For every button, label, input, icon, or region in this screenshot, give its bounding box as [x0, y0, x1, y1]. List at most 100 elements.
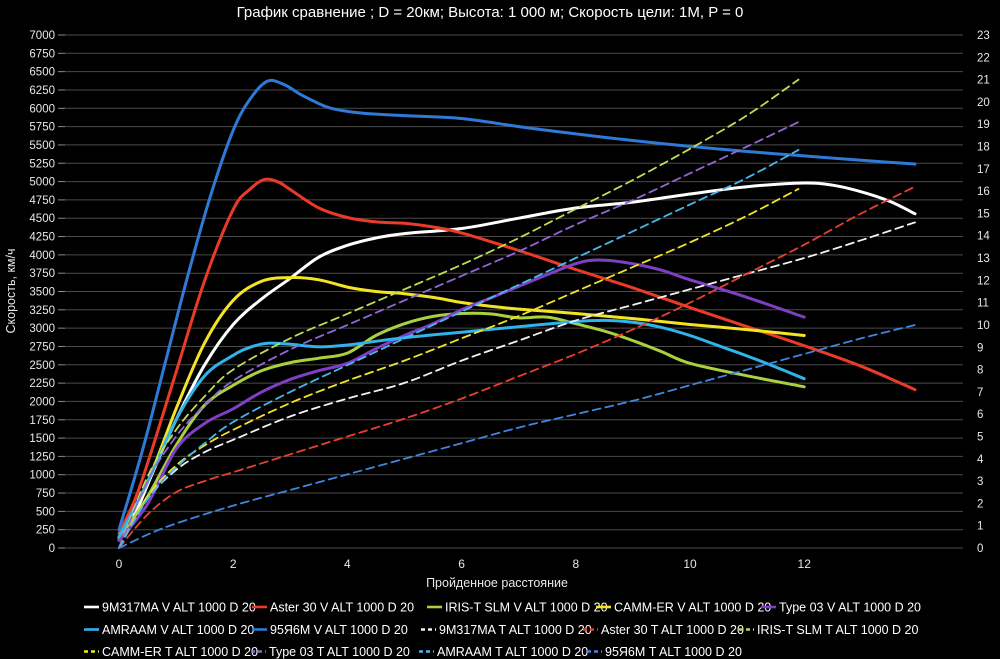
legend-item: 9M317MA V ALT 1000 D 20: [84, 601, 256, 615]
left-axis-tick-label: 2750: [29, 341, 55, 353]
series-camm-er-v-alt-1000-d-20: [117, 276, 806, 539]
series-camm-er-t-alt-1000-d-20: [118, 188, 800, 549]
x-axis-tick-label: 4: [344, 557, 351, 571]
right-axis-tick-label: 21: [977, 75, 990, 87]
right-axis-tick-label: 2: [977, 498, 983, 510]
left-axis-tick-label: 5250: [29, 158, 55, 170]
x-axis-tick-label: 12: [798, 557, 812, 571]
legend-label: Type 03 V ALT 1000 D 20: [779, 601, 921, 615]
series-amraam-t-alt-1000-d-20: [118, 149, 800, 549]
y-axis-title: Скорость, км/ч: [4, 249, 18, 334]
series-95я6м-v-alt-1000-d-20: [117, 78, 917, 532]
legend-item: AMRAAM T ALT 1000 D 20: [419, 645, 588, 659]
right-axis-tick-label: 18: [977, 142, 990, 154]
x-axis-tick-label: 10: [683, 557, 697, 571]
series-type-03-v-alt-1000-d-20: [117, 258, 806, 543]
left-axis-tick-label: 1000: [29, 470, 55, 482]
legend-label: IRIS-T SLM T ALT 1000 D 20: [757, 623, 918, 637]
legend-item: IRIS-T SLM T ALT 1000 D 20: [739, 623, 918, 637]
right-axis-tick-label: 15: [977, 208, 990, 220]
legend-label: Aster 30 V ALT 1000 D 20: [270, 601, 414, 615]
right-axis-tick-label: 5: [977, 431, 983, 443]
left-axis-tick-label: 2250: [29, 378, 55, 390]
right-axis-tick-label: 12: [977, 275, 990, 287]
legend-item: Aster 30 V ALT 1000 D 20: [252, 601, 414, 615]
series-lines: [117, 78, 917, 549]
left-axis-tick-label: 750: [36, 488, 55, 500]
legend-label: 95Я6М V ALT 1000 D 20: [270, 623, 408, 637]
left-axis-tick-label: 5500: [29, 140, 55, 152]
right-axis-tick-label: 10: [977, 320, 990, 332]
left-axis-tick-label: 7000: [29, 30, 55, 42]
right-axis-tick-label: 6: [977, 409, 983, 421]
right-axis-tick-label: 22: [977, 52, 990, 64]
left-axis-tick-label: 6250: [29, 85, 55, 97]
left-axis-tick-label: 2000: [29, 396, 55, 408]
left-axis-tick-label: 6750: [29, 48, 55, 60]
legend-item: 95Я6М T ALT 1000 D 20: [587, 645, 742, 659]
legend: 9M317MA V ALT 1000 D 20 Aster 30 V ALT 10…: [84, 601, 921, 659]
left-axis-tick-label: 3500: [29, 287, 55, 299]
legend-item: 9M317MA T ALT 1000 D 20: [421, 623, 592, 637]
left-axis-tick-label: 4250: [29, 232, 55, 244]
series-aster-30-v-alt-1000-d-20: [117, 177, 917, 535]
right-axis-tick-label: 16: [977, 186, 990, 198]
series-95я6м-t-alt-1000-d-20: [118, 324, 916, 549]
right-axis-tick-label: 20: [977, 97, 990, 109]
x-axis-tick-label: 8: [572, 557, 579, 571]
x-axis-tick-label: 6: [458, 557, 465, 571]
x-axis-title: Пройденное расстояние: [426, 576, 568, 590]
right-axis-tick-label: 3: [977, 476, 983, 488]
right-axis-tick-label: 7: [977, 387, 983, 399]
legend-item: CAMM-ER V ALT 1000 D 20: [596, 601, 771, 615]
left-axis-tick-label: 500: [36, 506, 55, 518]
left-axis-tick-label: 5750: [29, 122, 55, 134]
legend-label: AMRAAM T ALT 1000 D 20: [437, 645, 588, 659]
right-axis-tick-label: 8: [977, 365, 983, 377]
legend-label: Aster 30 T ALT 1000 D 20: [601, 623, 744, 637]
legend-item: AMRAAM V ALT 1000 D 20: [84, 623, 254, 637]
left-axis-tick-label: 5000: [29, 177, 55, 189]
legend-label: IRIS-T SLM V ALT 1000 D 20: [445, 601, 608, 615]
legend-label: CAMM-ER V ALT 1000 D 20: [614, 601, 771, 615]
left-axis-tick-label: 4000: [29, 250, 55, 262]
right-axis-tick-label: 4: [977, 454, 984, 466]
axis-ticks: 0250500750100012501500175020002250250027…: [29, 30, 990, 571]
legend-item: 95Я6М V ALT 1000 D 20: [252, 623, 408, 637]
legend-item: Type 03 V ALT 1000 D 20: [761, 601, 921, 615]
legend-label: 95Я6М T ALT 1000 D 20: [605, 645, 742, 659]
right-axis-tick-label: 19: [977, 119, 990, 131]
series-aster-30-t-alt-1000-d-20: [118, 185, 916, 549]
series-type-03-t-alt-1000-d-20: [118, 121, 800, 549]
legend-item: CAMM-ER T ALT 1000 D 20: [84, 645, 258, 659]
left-axis-tick-label: 250: [36, 525, 55, 537]
series-iris-t-slm-v-alt-1000-d-20: [117, 311, 806, 541]
left-axis-tick-label: 6000: [29, 103, 55, 115]
left-axis-tick-label: 3250: [29, 305, 55, 317]
series-9m317ma-v-alt-1000-d-20: [117, 181, 917, 539]
legend-item: Aster 30 T ALT 1000 D 20: [583, 623, 744, 637]
right-axis-tick-label: 1: [977, 521, 983, 533]
series-9m317ma-t-alt-1000-d-20: [118, 221, 916, 549]
x-axis-tick-label: 2: [230, 557, 237, 571]
chart-title: График сравнение ; D = 20км; Высота: 1 0…: [237, 4, 744, 21]
left-axis-tick-label: 1500: [29, 433, 55, 445]
right-axis-tick-label: 17: [977, 164, 990, 176]
series-iris-t-slm-t-alt-1000-d-20: [118, 78, 800, 549]
legend-label: AMRAAM V ALT 1000 D 20: [102, 623, 254, 637]
right-axis-tick-label: 9: [977, 342, 983, 354]
legend-label: CAMM-ER T ALT 1000 D 20: [102, 645, 258, 659]
right-axis-tick-label: 11: [977, 298, 989, 310]
legend-label: 9M317MA T ALT 1000 D 20: [439, 623, 592, 637]
right-axis-tick-label: 0: [977, 543, 983, 555]
gridlines: [65, 34, 963, 549]
left-axis-tick-label: 6500: [29, 67, 55, 79]
legend-item: IRIS-T SLM V ALT 1000 D 20: [427, 601, 608, 615]
left-axis-tick-label: 1750: [29, 415, 55, 427]
left-axis-tick-label: 4500: [29, 213, 55, 225]
legend-label: 9M317MA V ALT 1000 D 20: [102, 601, 256, 615]
x-axis-tick-label: 0: [116, 557, 123, 571]
right-axis-tick-label: 23: [977, 30, 990, 42]
left-axis-tick-label: 4750: [29, 195, 55, 207]
